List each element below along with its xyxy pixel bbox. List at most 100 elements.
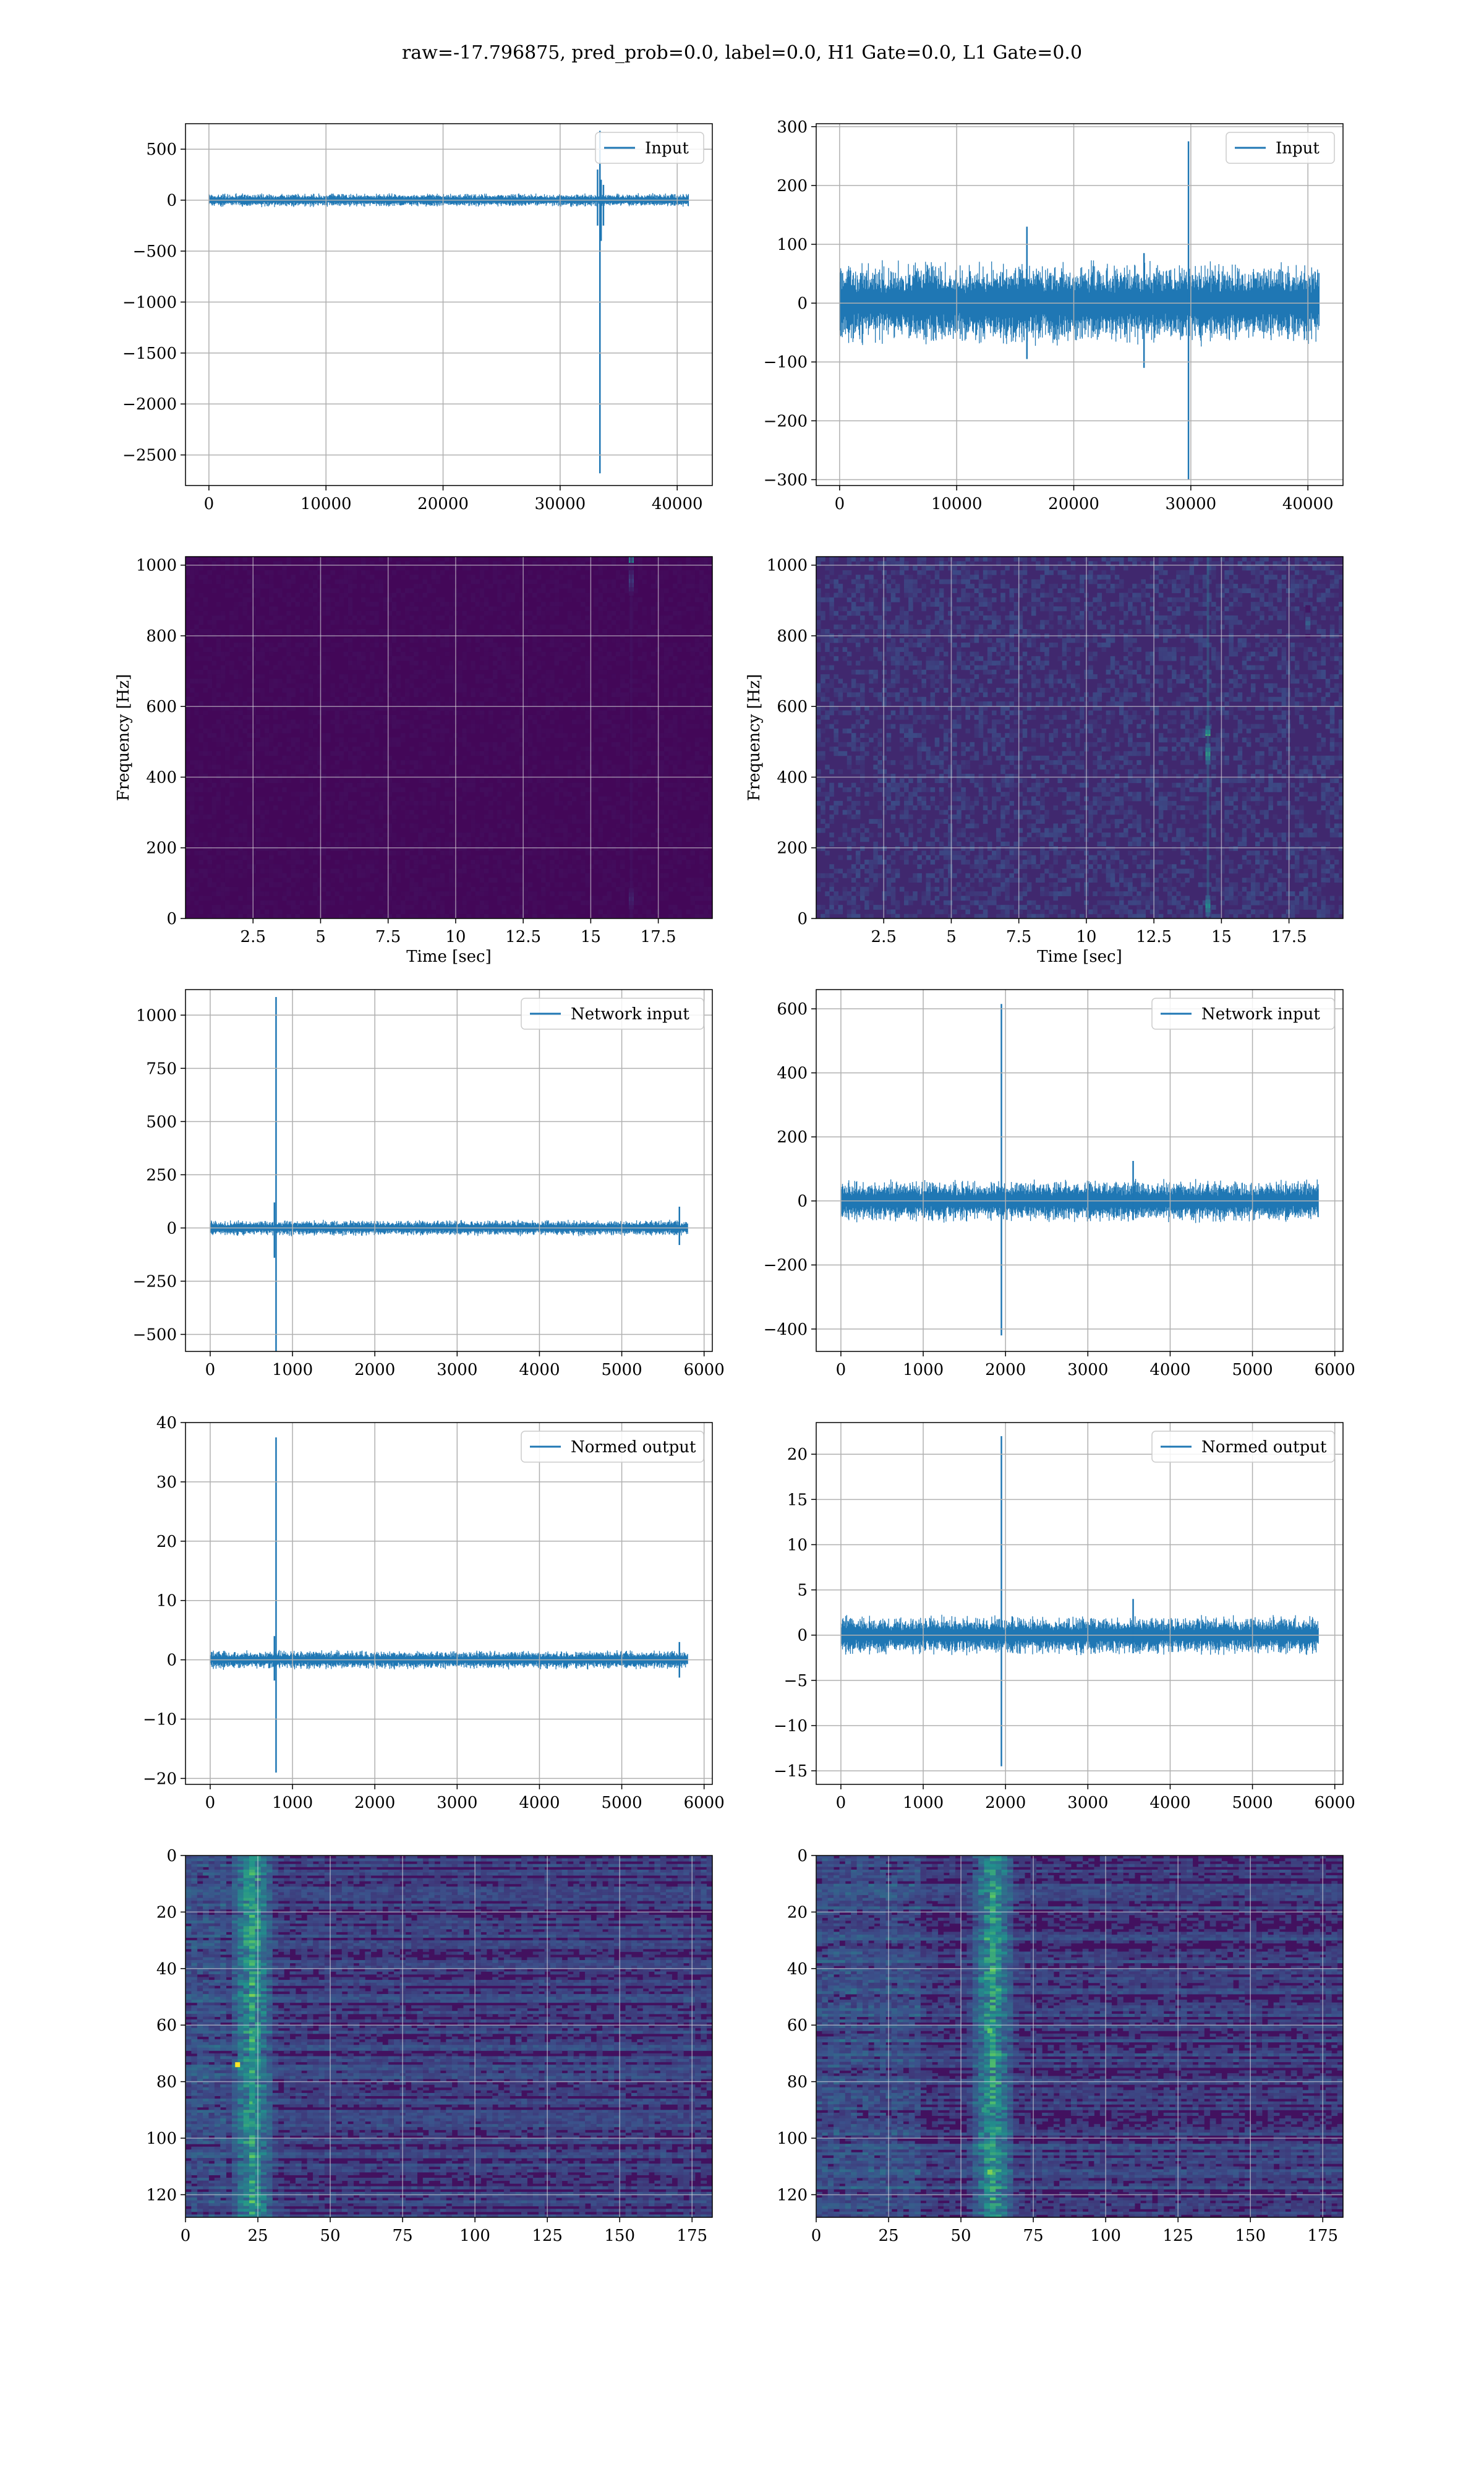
heatmap-cell xyxy=(860,837,865,842)
heatmap-cell xyxy=(842,896,848,901)
heatmap-cell xyxy=(322,778,326,784)
heatmap-cell xyxy=(229,710,234,716)
heatmap-cell xyxy=(435,737,441,743)
heatmap-cell xyxy=(694,896,700,901)
heatmap-cell xyxy=(383,782,388,788)
heatmap-cell xyxy=(638,565,642,571)
heatmap-cell xyxy=(286,692,291,698)
heatmap-cell xyxy=(352,678,357,684)
heatmap-cell xyxy=(361,724,366,729)
heatmap-cell xyxy=(829,561,834,567)
heatmap-cell xyxy=(625,583,629,589)
heatmap-cell xyxy=(642,873,647,878)
heatmap-cell xyxy=(541,873,546,878)
heatmap-cell xyxy=(842,656,848,661)
heatmap-cell xyxy=(541,583,546,589)
heatmap-cell xyxy=(646,669,652,675)
heatmap-cell xyxy=(633,638,638,643)
heatmap-cell xyxy=(339,778,344,784)
heatmap-cell xyxy=(251,638,257,643)
y-tick-label: −100 xyxy=(764,353,808,372)
heatmap-cell xyxy=(620,886,625,892)
heatmap-cell xyxy=(829,886,834,892)
heatmap-cell xyxy=(869,565,874,571)
heatmap-cell xyxy=(260,837,265,842)
heatmap-cell xyxy=(554,905,559,910)
heatmap-cell xyxy=(234,683,239,688)
heatmap-cell xyxy=(255,620,261,625)
heatmap-cell xyxy=(335,837,339,842)
heatmap-cell xyxy=(260,868,265,874)
heatmap-cell xyxy=(625,882,629,888)
heatmap-cell xyxy=(308,733,313,738)
heatmap-cell xyxy=(207,855,213,860)
heatmap-cell xyxy=(335,728,339,734)
heatmap-cell xyxy=(264,810,270,815)
heatmap-cell xyxy=(598,656,603,661)
heatmap-cell xyxy=(585,661,590,666)
heatmap-cell xyxy=(449,629,454,634)
heatmap-cell xyxy=(251,593,257,598)
heatmap-cell xyxy=(638,751,642,756)
heatmap-cell xyxy=(541,878,546,883)
heatmap-cell xyxy=(571,570,577,575)
heatmap-cell xyxy=(554,701,559,706)
heatmap-cell xyxy=(317,800,322,806)
heatmap-cell xyxy=(308,864,313,870)
heatmap-cell xyxy=(598,696,603,702)
x-tick-label: 30000 xyxy=(535,495,586,513)
heatmap-cell xyxy=(286,688,291,693)
heatmap-cell xyxy=(541,688,546,693)
heatmap-cell xyxy=(493,570,498,575)
heatmap-cell xyxy=(378,629,383,634)
heatmap-cell xyxy=(356,805,362,810)
heatmap-cell xyxy=(620,642,625,648)
heatmap-cell xyxy=(479,678,485,684)
heatmap-cell xyxy=(825,674,830,679)
heatmap-cell xyxy=(488,814,493,820)
heatmap-cell xyxy=(291,805,296,810)
heatmap-cell xyxy=(855,706,861,711)
heatmap-cell xyxy=(816,886,821,892)
heatmap-cell xyxy=(326,733,331,738)
heatmap-cell xyxy=(663,620,669,625)
heatmap-cell xyxy=(550,810,555,815)
heatmap-cell xyxy=(668,719,673,725)
heatmap-cell xyxy=(370,561,375,567)
heatmap-cell xyxy=(554,610,559,616)
heatmap-cell xyxy=(330,814,335,820)
heatmap-cell xyxy=(576,593,581,598)
heatmap-cell xyxy=(409,800,414,806)
heatmap-cell xyxy=(537,850,542,856)
heatmap-cell xyxy=(655,629,660,634)
heatmap-cell xyxy=(273,882,278,888)
heatmap-cell xyxy=(198,796,203,802)
heatmap-cell xyxy=(260,678,265,684)
heatmap-cell xyxy=(484,642,489,648)
heatmap-cell xyxy=(405,760,410,765)
heatmap-cell xyxy=(427,665,432,670)
heatmap-cell xyxy=(554,714,559,720)
heatmap-cell xyxy=(475,914,480,918)
heatmap-cell xyxy=(673,909,678,915)
heatmap-cell xyxy=(374,796,379,802)
heatmap-cell xyxy=(550,638,555,643)
heatmap-cell xyxy=(694,882,700,888)
heatmap-cell xyxy=(418,837,423,842)
heatmap-cell xyxy=(834,688,838,693)
heatmap-cell xyxy=(642,846,647,851)
heatmap-cell xyxy=(886,760,892,765)
heatmap-cell xyxy=(220,610,226,616)
heatmap-cell xyxy=(378,778,383,784)
heatmap-cell xyxy=(308,688,313,693)
heatmap-cell xyxy=(264,764,270,770)
heatmap-cell xyxy=(370,886,375,892)
heatmap-cell xyxy=(650,859,656,865)
heatmap-cell xyxy=(330,846,335,851)
heatmap-cell xyxy=(304,792,309,797)
heatmap-cell xyxy=(707,873,712,878)
heatmap-cell xyxy=(220,724,226,729)
heatmap-cell xyxy=(523,602,529,607)
heatmap-cell xyxy=(462,846,467,851)
heatmap-cell xyxy=(286,651,291,657)
